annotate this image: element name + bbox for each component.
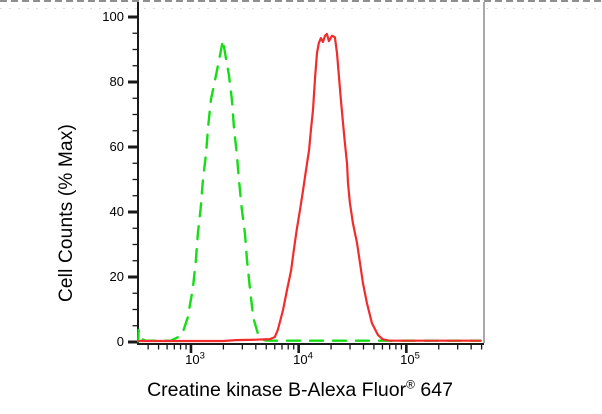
y-tick-label: 20 (109, 269, 124, 284)
y-tick-label: 60 (109, 139, 124, 154)
y-tick-label: 0 (116, 334, 124, 349)
y-tick-label: 40 (109, 204, 124, 219)
series-creatine-kinase-b-alexa-fluor-647 (138, 32, 482, 343)
x-tick-label: 105 (400, 350, 420, 367)
x-tick-label: 103 (185, 350, 205, 367)
y-tick-label: 80 (109, 74, 124, 89)
registered-trademark-icon: ® (406, 377, 415, 392)
x-tick-exponent: 3 (199, 350, 205, 362)
series-negative-control (137, 38, 482, 343)
y-axis-title: Cell Counts (% Max) (56, 124, 77, 303)
x-tick-label: 104 (293, 350, 313, 367)
page-top-dotted-border (0, 8, 602, 9)
x-tick-exponent: 4 (307, 350, 313, 362)
x-tick-exponent: 5 (414, 350, 420, 362)
y-tick-label: 100 (102, 9, 124, 24)
x-axis-title: Creatine kinase B-Alexa Fluor® 647 (0, 378, 600, 402)
page-top-dashed-border (0, 0, 602, 2)
x-axis-title-text: Creatine kinase B-Alexa Fluor (147, 379, 407, 401)
x-axis-title-suffix: 647 (414, 379, 453, 401)
